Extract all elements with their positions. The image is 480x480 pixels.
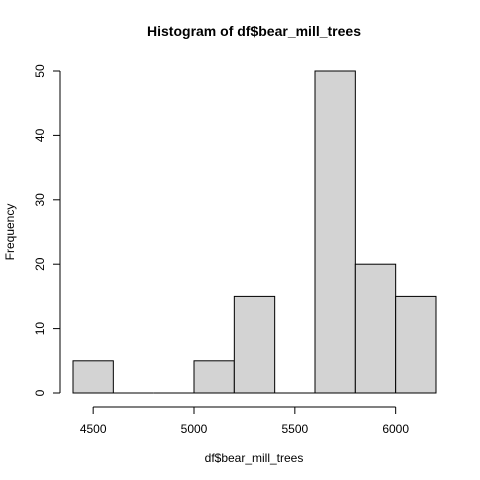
x-axis-label: df$bear_mill_trees [205,451,304,465]
x-tick-label-1: 5000 [181,422,208,436]
y-tick-label-1: 10 [33,322,47,336]
y-tick-label-0: 0 [33,389,47,396]
x-tick-label-0: 4500 [80,422,107,436]
bars-group [72,70,437,394]
y-tick-label-4: 40 [33,128,47,142]
y-tick-label-5: 50 [33,64,47,78]
histogram-bar-3 [193,360,235,394]
y-axis-label: Frequency [3,204,17,261]
histogram-bar-4 [233,295,276,394]
histogram-bar-8 [395,295,437,394]
x-tick-label-3: 6000 [382,422,409,436]
x-tick-label-2: 5500 [281,422,308,436]
x-axis: 4500 5000 5500 6000 [80,406,409,436]
y-tick-label-3: 30 [33,193,47,207]
histogram-bar-6 [314,70,356,394]
chart-title: Histogram of df$bear_mill_trees [147,23,361,39]
histogram-bar-7 [354,263,397,394]
y-tick-label-2: 20 [33,257,47,271]
y-axis: 0 10 20 30 40 50 [33,64,61,396]
histogram-bar-0 [72,360,114,394]
